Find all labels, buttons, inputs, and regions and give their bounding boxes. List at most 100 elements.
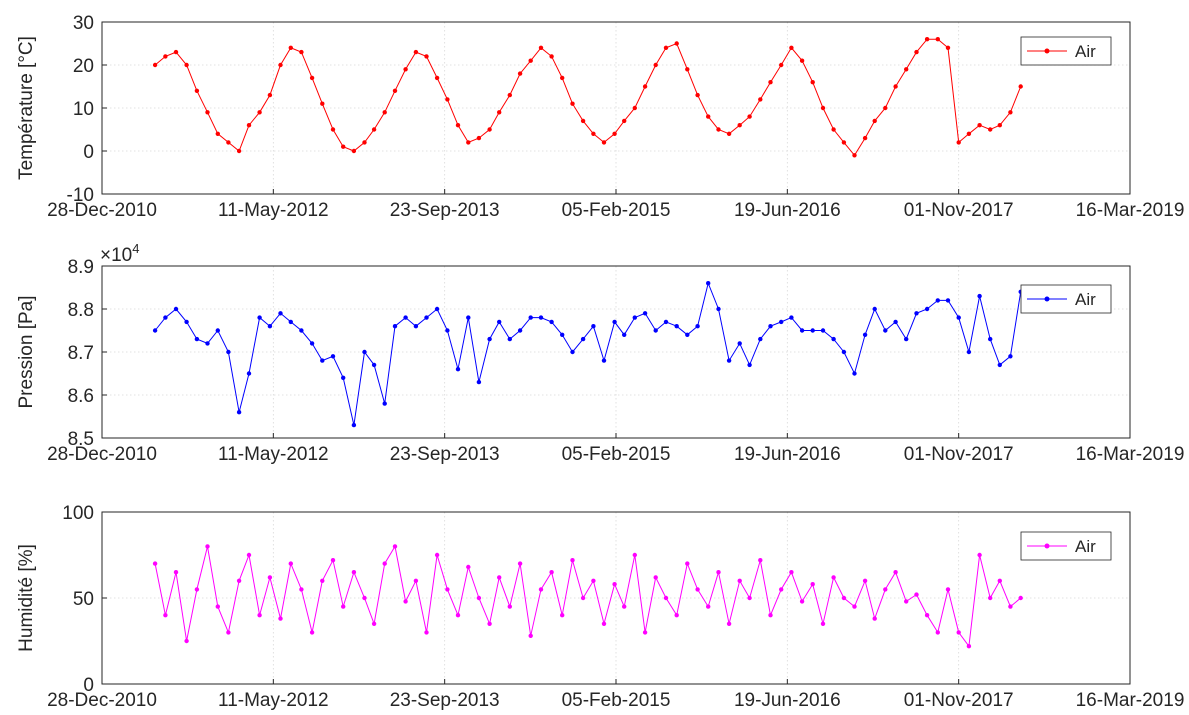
pressure-data-point — [507, 336, 512, 342]
humidity-data-point — [924, 613, 930, 618]
temperature-data-point — [591, 131, 596, 136]
temperature-data-point — [601, 140, 607, 145]
temperature-data-point — [893, 84, 898, 89]
pressure-data-point — [309, 341, 315, 346]
pressure-data-point — [956, 315, 961, 320]
humidity-data-point — [810, 582, 815, 587]
humidity-data-point — [257, 613, 262, 618]
pressure-data-point — [288, 319, 293, 325]
humidity-y-ticks: 0 50 100 — [62, 503, 107, 696]
pressure-x-tick-label: 23-Sep-2013 — [390, 444, 500, 465]
pressure-data-point — [392, 324, 398, 329]
pressure-data-point — [852, 371, 857, 376]
temperature-data-point — [362, 140, 367, 145]
pressure-data-point — [726, 358, 732, 363]
pressure-data-point — [799, 328, 805, 333]
pressure-x-tick-label: 11-May-2012 — [218, 444, 329, 465]
temperature-data-point — [820, 105, 826, 111]
temperature-data-point — [862, 135, 868, 141]
temperature-data-point — [392, 88, 398, 94]
humidity-data-point — [497, 575, 502, 580]
humidity-data-point — [988, 595, 993, 601]
pressure-grid — [102, 266, 1130, 438]
temperature-data-point — [309, 75, 315, 81]
temperature-data-point — [184, 62, 189, 68]
humidity-y-axis-label: Humidité [%] — [16, 544, 37, 652]
humidity-x-ticks: 28-Dec-2010 11-May-2012 23-Sep-2013 05-Feb-… — [47, 679, 1184, 711]
humidity-data-point — [945, 587, 951, 592]
pressure-data-point — [758, 336, 763, 342]
temperature-data-point — [152, 62, 158, 68]
pressure-y-tick-label: 8.8 — [68, 300, 94, 321]
temperature-data-point — [267, 92, 273, 98]
humidity-data-point — [424, 630, 429, 635]
temperature-data-point — [831, 127, 836, 132]
temperature-x-tick-label: 23-Sep-2013 — [390, 200, 500, 221]
temperature-data-point — [768, 80, 773, 85]
temperature-data-point — [872, 118, 877, 124]
temperature-legend-marker-icon — [1044, 48, 1050, 54]
pressure-data-point — [914, 311, 919, 316]
humidity-data-point — [152, 561, 158, 566]
humidity-data-point — [820, 621, 826, 626]
humidity-y-tick-label: 0 — [83, 675, 94, 696]
pressure-data-point — [194, 336, 200, 342]
pressure-data-point — [487, 336, 492, 342]
humidity-data-point — [831, 575, 836, 580]
humidity-data-point — [674, 613, 679, 618]
humidity-y-tick-label: 50 — [73, 589, 94, 610]
temperature-data-point — [403, 67, 408, 72]
pressure-data-point — [685, 332, 690, 337]
pressure-data-point — [716, 306, 721, 312]
humidity-data-point — [872, 616, 877, 621]
humidity-data-point — [413, 578, 419, 583]
humidity-data-point — [320, 578, 325, 583]
pressure-data-point — [434, 306, 440, 312]
humidity-data-point — [997, 578, 1002, 583]
humidity-data-point — [517, 561, 523, 566]
pressure-data-point — [424, 315, 429, 320]
humidity-data-point — [612, 582, 617, 587]
humidity-data-point — [560, 613, 565, 618]
pressure-y-ticks: 8.5 8.6 8.7 8.8 8.9 — [68, 257, 107, 450]
pressure-data-point — [632, 315, 637, 320]
temperature-plot-area — [102, 22, 1130, 194]
humidity-x-tick-label: 16-Mar-2019 — [1076, 690, 1185, 711]
humidity-y-tick-label: 100 — [62, 503, 94, 524]
temperature-data-point — [371, 127, 377, 132]
humidity-data-point — [601, 621, 607, 626]
pressure-data-point — [642, 311, 648, 316]
pressure-data-point — [977, 293, 982, 299]
pressure-data-point — [674, 324, 679, 329]
humidity-x-tick-label: 23-Sep-2013 — [390, 690, 500, 711]
pressure-exponent-label: ×104 — [100, 241, 139, 266]
temperature-panel: -10 0 10 20 30 28-Dec-2010 11-May-2012 23-Sep-… — [16, 13, 1184, 221]
pressure-y-tick-label: 8.5 — [68, 429, 94, 450]
humidity-data-point — [622, 604, 627, 609]
pressure-data-point — [517, 328, 523, 333]
pressure-legend: Air — [1020, 284, 1112, 314]
temperature-data-point — [904, 67, 909, 72]
pressure-data-point — [570, 349, 575, 355]
humidity-data-point — [267, 575, 273, 580]
humidity-data-point — [685, 561, 690, 566]
temperature-data-point — [549, 54, 554, 59]
temperature-data-point — [538, 45, 544, 50]
temperature-data-point — [883, 105, 888, 111]
pressure-data-point — [612, 319, 617, 325]
pressure-x-tick-label: 19-Jun-2016 — [734, 444, 841, 465]
pressure-data-point — [872, 306, 877, 312]
pressure-air-line — [154, 281, 1022, 426]
temperature-data-point — [466, 140, 471, 145]
humidity-data-point — [309, 630, 315, 635]
temperature-data-point — [924, 37, 930, 42]
temperature-data-point — [299, 49, 304, 55]
humidity-data-point — [716, 570, 721, 575]
pressure-data-point — [341, 375, 346, 380]
humidity-data-point — [362, 595, 367, 601]
temperature-data-point — [476, 135, 482, 141]
pressure-data-point — [663, 319, 669, 325]
temperature-data-point — [685, 67, 690, 72]
pressure-data-point — [538, 315, 544, 320]
pressure-data-point — [528, 315, 533, 320]
